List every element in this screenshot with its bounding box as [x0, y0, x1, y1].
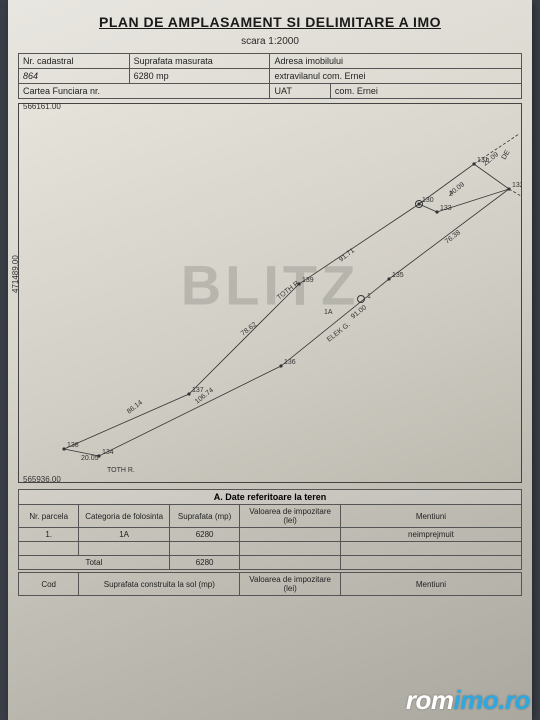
svg-text:86.14: 86.14 — [126, 399, 144, 415]
svg-text:TOTH R.: TOTH R. — [107, 467, 135, 474]
svg-text:130: 130 — [422, 197, 434, 204]
suprafata-value: 6280 mp — [129, 69, 270, 84]
section-a-title: A. Date referitoare la teren — [18, 489, 522, 504]
colb-men: Mentiuni — [340, 573, 521, 596]
colb-sup: Suprafata construita la sol (mp) — [79, 573, 240, 596]
nr-cadastral-value: 864 — [19, 69, 130, 84]
svg-text:78.62: 78.62 — [240, 321, 258, 337]
svg-text:138: 138 — [67, 442, 79, 449]
table-a: Nr. parcela Categoria de folosinta Supra… — [18, 504, 522, 570]
suprafata-label: Suprafata masurata — [129, 54, 270, 69]
svg-text:2: 2 — [449, 191, 453, 198]
romimo-watermark: romimo.ro — [406, 685, 530, 716]
header-table: Nr. cadastral Suprafata masurata Adresa … — [18, 53, 522, 99]
table-row: 1. 1A 6280 neimprejmuit — [19, 528, 522, 542]
svg-text:134: 134 — [102, 449, 114, 456]
col-valoare: Valoarea de impozitare (lei) — [240, 505, 341, 528]
col-categoria: Categoria de folosinta — [79, 505, 170, 528]
document-paper: PLAN DE AMPLASAMENT SI DELIMITARE A IMO … — [8, 0, 532, 720]
col-parcela: Nr. parcela — [19, 505, 79, 528]
survey-plot: 566161.00 565936.00 471489.00 BLITZ 1301… — [18, 103, 522, 483]
col-mentiuni: Mentiuni — [340, 505, 521, 528]
nr-cadastral-label: Nr. cadastral — [19, 54, 130, 69]
cf-label: Cartea Funciara nr. — [19, 84, 270, 99]
scale-text: scara 1:2000 — [18, 36, 522, 47]
svg-text:135: 135 — [392, 272, 404, 279]
table-b: Cod Suprafata construita la sol (mp) Val… — [18, 572, 522, 596]
colb-val: Valoarea de impozitare (lei) — [240, 573, 341, 596]
svg-text:DE: DE — [501, 149, 512, 161]
svg-text:1A: 1A — [324, 309, 333, 316]
survey-svg: 13013113213313413513613713813922.0940.09… — [19, 104, 521, 484]
romimo-rom: rom — [406, 685, 454, 715]
colb-cod: Cod — [19, 573, 79, 596]
table-row — [19, 542, 522, 556]
document-title: PLAN DE AMPLASAMENT SI DELIMITARE A IMO — [18, 14, 522, 30]
svg-text:133: 133 — [440, 205, 452, 212]
svg-text:20.05: 20.05 — [81, 455, 99, 462]
svg-text:ELEK G.: ELEK G. — [326, 321, 352, 343]
col-suprafata: Suprafata (mp) — [169, 505, 239, 528]
svg-text:TOTH R.: TOTH R. — [276, 279, 302, 302]
romimo-imo: imo.ro — [454, 685, 530, 715]
svg-text:91.71: 91.71 — [338, 247, 356, 263]
table-total-row: Total 6280 — [19, 556, 522, 570]
svg-text:132: 132 — [512, 182, 521, 189]
svg-text:76.38: 76.38 — [444, 229, 462, 245]
uat-value: com. Ernei — [330, 84, 521, 99]
svg-text:22.09: 22.09 — [482, 151, 500, 167]
uat-label: UAT — [270, 84, 330, 99]
svg-text:139: 139 — [302, 277, 314, 284]
adresa-label: Adresa imobilului — [270, 54, 522, 69]
adresa-value: extravilanul com. Ernei — [270, 69, 522, 84]
svg-text:136: 136 — [284, 359, 296, 366]
svg-text:91.00: 91.00 — [350, 304, 368, 320]
svg-text:1: 1 — [367, 293, 371, 300]
